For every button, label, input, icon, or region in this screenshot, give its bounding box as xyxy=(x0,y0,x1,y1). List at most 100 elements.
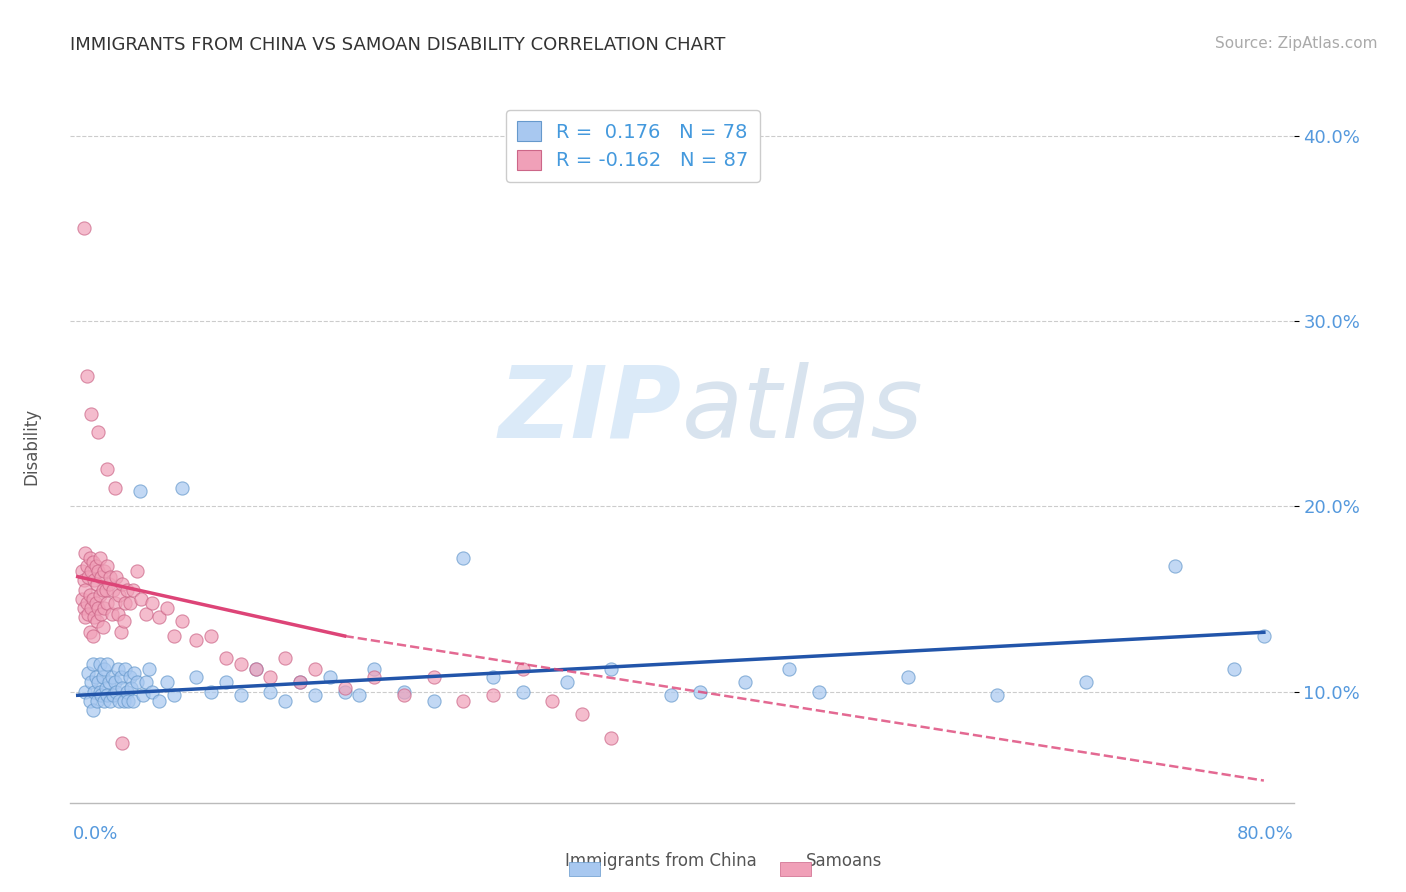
Point xyxy=(107,607,129,621)
Point xyxy=(689,684,711,698)
Point xyxy=(245,662,267,676)
Point xyxy=(163,629,186,643)
Point xyxy=(129,484,152,499)
Point xyxy=(120,681,142,695)
Point xyxy=(80,675,103,690)
Point xyxy=(121,694,143,708)
Point xyxy=(541,694,564,708)
Point xyxy=(82,703,104,717)
Point xyxy=(121,582,143,597)
Point xyxy=(83,610,105,624)
Point xyxy=(76,369,98,384)
Point xyxy=(986,688,1008,702)
Point xyxy=(229,688,252,702)
Point xyxy=(422,670,444,684)
Point xyxy=(83,574,105,588)
Point xyxy=(89,551,111,566)
Point xyxy=(363,662,385,676)
Point xyxy=(186,670,208,684)
Point xyxy=(422,694,444,708)
Point xyxy=(86,614,108,628)
Text: 0.0%: 0.0% xyxy=(73,825,118,843)
Point xyxy=(186,632,208,647)
Point xyxy=(77,607,100,621)
Point xyxy=(333,684,356,698)
Point xyxy=(349,688,371,702)
Point xyxy=(319,670,342,684)
Point xyxy=(77,666,100,681)
Point xyxy=(79,551,101,566)
Point xyxy=(83,684,105,698)
Point xyxy=(115,582,138,597)
Point xyxy=(259,684,281,698)
Point xyxy=(90,688,112,702)
Point xyxy=(111,737,134,751)
Point xyxy=(512,684,534,698)
Point xyxy=(87,675,110,690)
Text: IMMIGRANTS FROM CHINA VS SAMOAN DISABILITY CORRELATION CHART: IMMIGRANTS FROM CHINA VS SAMOAN DISABILI… xyxy=(70,36,725,54)
Point xyxy=(105,684,128,698)
Point xyxy=(170,481,193,495)
Point xyxy=(108,694,131,708)
Point xyxy=(111,681,134,695)
Point xyxy=(89,657,111,671)
Point xyxy=(103,688,125,702)
Point xyxy=(170,614,193,628)
Point xyxy=(392,688,415,702)
Point xyxy=(94,582,117,597)
Point xyxy=(84,670,107,684)
Point xyxy=(1253,629,1275,643)
Point xyxy=(101,607,124,621)
Point xyxy=(115,684,138,698)
Point xyxy=(98,569,121,583)
Point xyxy=(571,706,593,721)
Point xyxy=(659,688,682,702)
Point xyxy=(114,596,136,610)
Point xyxy=(84,596,107,610)
Point xyxy=(82,629,104,643)
Point xyxy=(90,569,112,583)
Point xyxy=(96,688,118,702)
Point xyxy=(82,591,104,606)
Point xyxy=(75,684,97,698)
Point xyxy=(135,675,157,690)
Point xyxy=(104,675,127,690)
Point xyxy=(103,582,125,597)
Point xyxy=(80,407,103,421)
Point xyxy=(274,651,297,665)
Point xyxy=(84,558,107,573)
Point xyxy=(392,684,415,698)
Point xyxy=(93,564,115,578)
Point xyxy=(91,620,114,634)
Point xyxy=(75,610,97,624)
Text: Source: ZipAtlas.com: Source: ZipAtlas.com xyxy=(1215,36,1378,51)
Point xyxy=(98,694,121,708)
Point xyxy=(93,694,115,708)
Point xyxy=(90,607,112,621)
Point xyxy=(148,694,170,708)
Point xyxy=(79,588,101,602)
Point xyxy=(97,675,120,690)
Point xyxy=(89,684,111,698)
Point xyxy=(91,582,114,597)
Text: 80.0%: 80.0% xyxy=(1237,825,1294,843)
Point xyxy=(86,577,108,591)
Point xyxy=(451,694,474,708)
Point xyxy=(288,675,311,690)
Point xyxy=(70,564,93,578)
Point xyxy=(163,688,186,702)
Text: Immigrants from China: Immigrants from China xyxy=(565,852,756,870)
Point xyxy=(512,662,534,676)
Point xyxy=(122,666,145,681)
Point xyxy=(96,558,118,573)
Point xyxy=(76,596,98,610)
Point xyxy=(108,588,131,602)
Point xyxy=(451,551,474,566)
Point xyxy=(94,681,117,695)
Point xyxy=(148,610,170,624)
Point xyxy=(72,601,94,615)
Point xyxy=(778,662,800,676)
Point xyxy=(79,625,101,640)
Point xyxy=(288,675,311,690)
Point xyxy=(808,684,831,698)
